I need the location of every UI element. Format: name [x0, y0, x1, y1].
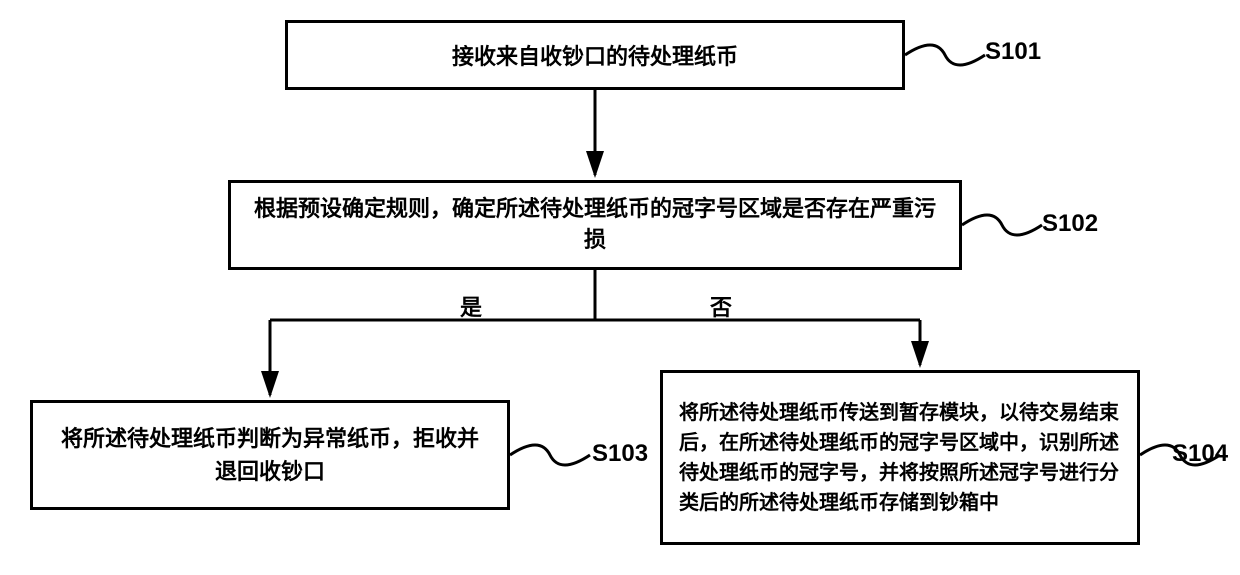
step-s104-label: S104: [1172, 440, 1228, 468]
step-s102: 根据预设确定规则，确定所述待处理纸币的冠字号区域是否存在严重污损: [228, 180, 962, 270]
step-s104-text: 将所述待处理纸币传送到暂存模块，以待交易结束后，在所述待处理纸币的冠字号区域中，…: [679, 398, 1121, 518]
decision-no: 否: [710, 290, 732, 322]
step-s101-text: 接收来自收钞口的待处理纸币: [452, 39, 738, 71]
step-s103: 将所述待处理纸币判断为异常纸币，拒收并退回收钞口: [30, 400, 510, 510]
step-s103-label: S103: [592, 440, 648, 468]
step-s104: 将所述待处理纸币传送到暂存模块，以待交易结束后，在所述待处理纸币的冠字号区域中，…: [660, 370, 1140, 545]
decision-yes: 是: [460, 290, 482, 322]
step-s101: 接收来自收钞口的待处理纸币: [285, 20, 905, 90]
step-s101-label: S101: [985, 38, 1041, 66]
step-s102-label: S102: [1042, 210, 1098, 238]
step-s103-text: 将所述待处理纸币判断为异常纸币，拒收并退回收钞口: [53, 422, 487, 488]
step-s102-text: 根据预设确定规则，确定所述待处理纸币的冠字号区域是否存在严重污损: [251, 194, 939, 256]
